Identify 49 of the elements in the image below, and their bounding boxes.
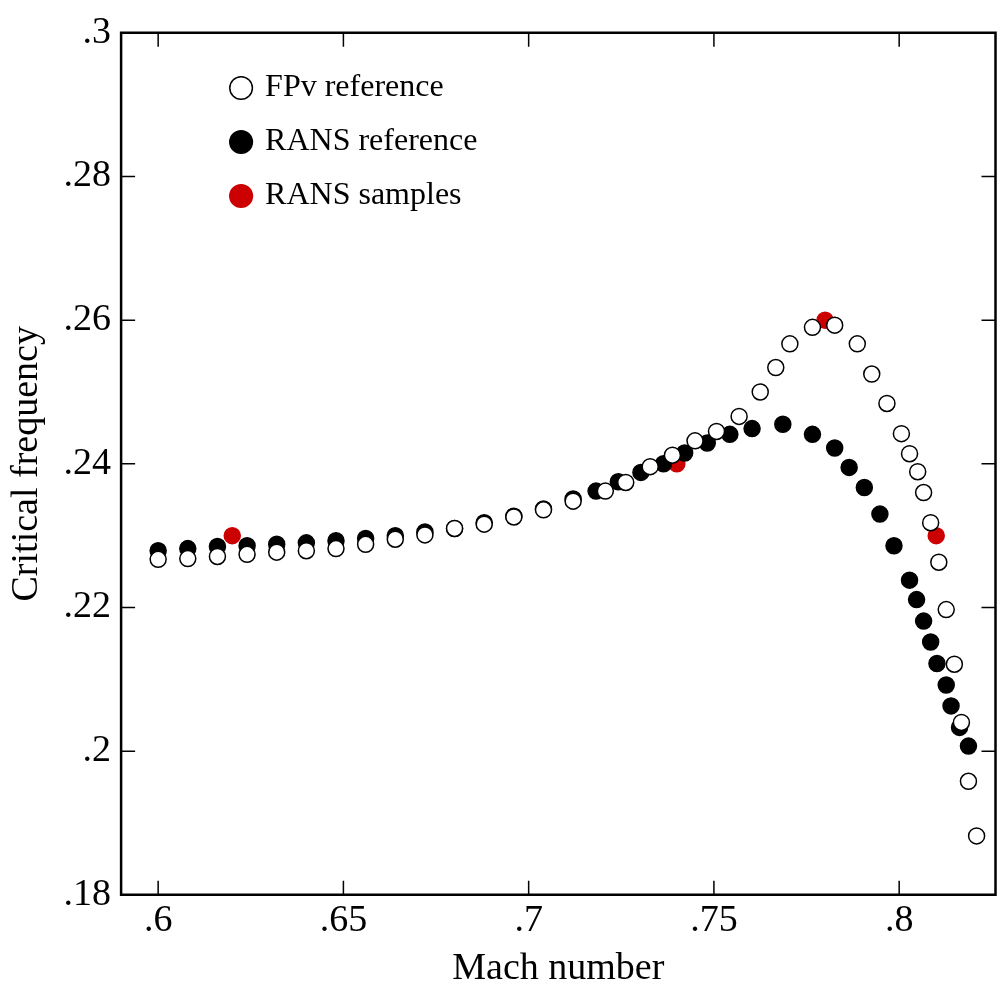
point: [825, 439, 844, 457]
point: [297, 541, 316, 560]
point: [952, 713, 971, 732]
y-tick-label: .26: [63, 296, 112, 339]
point: [942, 697, 960, 715]
point: [914, 612, 933, 630]
y-tick-label: .28: [63, 152, 112, 195]
point: [907, 590, 926, 609]
legend-label: RANS samples: [265, 175, 462, 212]
legend-label: FPv reference: [265, 67, 444, 104]
point: [840, 458, 858, 477]
x-tick-label: .7: [514, 896, 543, 939]
point: [743, 419, 761, 438]
y-tick-label: .18: [63, 870, 112, 913]
point: [921, 633, 940, 651]
y-tick-label: .24: [63, 439, 112, 482]
point: [871, 505, 889, 523]
y-tick-label: .22: [63, 583, 112, 626]
y-tick-label: .3: [82, 8, 112, 51]
point: [825, 316, 844, 334]
x-tick-label: .8: [884, 896, 914, 939]
point: [223, 526, 241, 545]
point: [616, 473, 635, 492]
x-tick-label: .65: [319, 896, 368, 939]
point: [959, 737, 978, 755]
point: [179, 549, 197, 568]
point: [596, 482, 615, 500]
point: [663, 446, 682, 464]
x-tick-label: .75: [690, 896, 738, 939]
x-axis-title: Mach number: [452, 945, 665, 988]
point: [149, 550, 167, 569]
point: [885, 536, 903, 555]
point: [386, 530, 405, 548]
point: [900, 571, 919, 589]
point: [238, 545, 256, 564]
point: [356, 535, 375, 553]
point: [267, 543, 286, 561]
point: [208, 547, 227, 566]
legend-label: RANS reference: [265, 121, 478, 158]
y-tick-label: .2: [82, 727, 112, 770]
point: [641, 457, 659, 476]
y-axis-title: Critical frequency: [2, 326, 45, 602]
point: [937, 676, 955, 694]
point: [774, 415, 792, 434]
x-tick-label: .6: [143, 896, 173, 939]
point: [928, 654, 946, 673]
point: [855, 478, 874, 497]
point: [327, 539, 345, 558]
point: [803, 425, 822, 444]
